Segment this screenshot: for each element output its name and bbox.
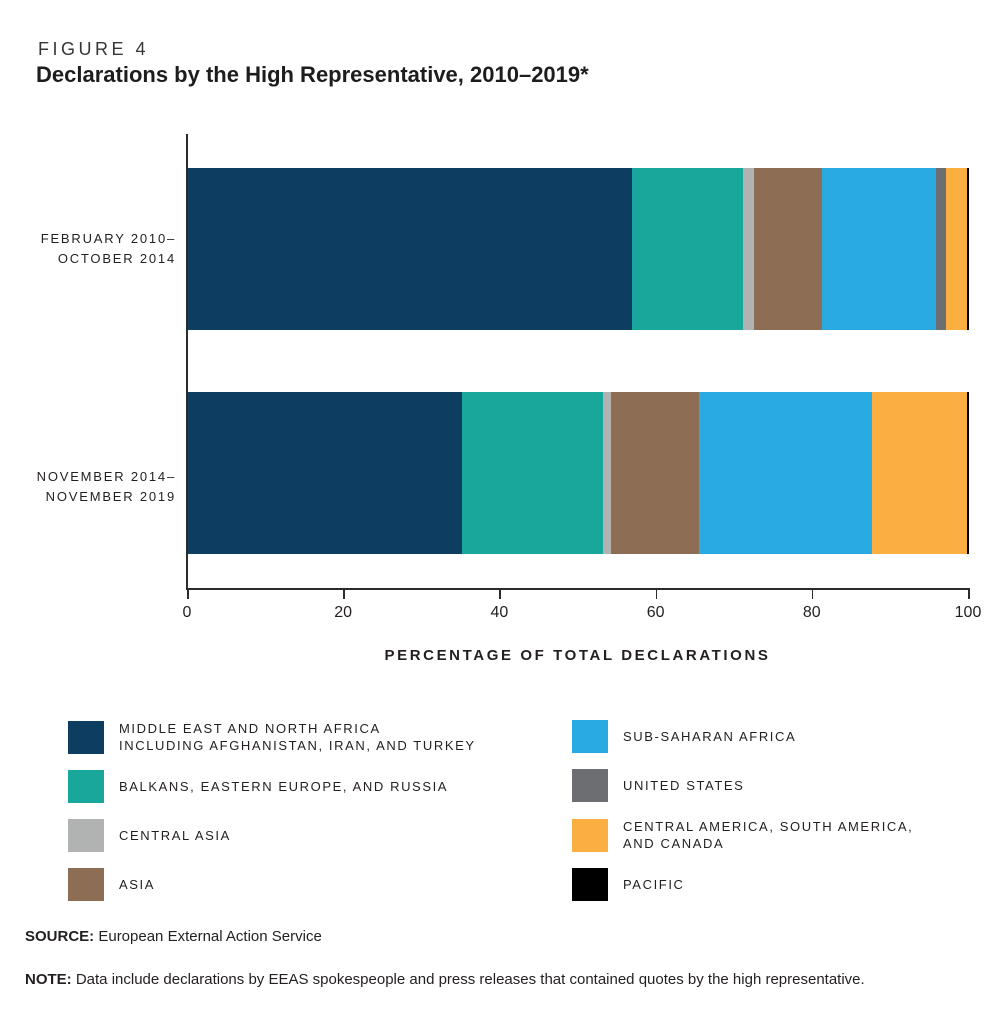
legend-item: CENTRAL ASIA [68,819,476,852]
legend-label: CENTRAL AMERICA, SOUTH AMERICA, AND CANAD… [623,819,914,851]
note-line: NOTE: Data include declarations by EEAS … [25,971,865,988]
figure-label: FIGURE 4 [38,39,150,59]
chart-plot-area: FEBRUARY 2010– OCTOBER 2014 NOVEMBER 2014–… [36,134,982,664]
legend-item: CENTRAL AMERICA, SOUTH AMERICA, AND CANAD… [572,818,913,852]
legend-item: PACIFIC [572,868,913,901]
bar-row [188,168,969,330]
axis-tick [968,588,970,599]
x-axis-line [186,588,970,590]
bar-segment [462,392,604,554]
source-label: SOURCE: [25,928,95,945]
legend-item: BALKANS, EASTERN EUROPE, AND RUSSIA [68,770,476,803]
legend-swatch [572,769,608,802]
legend-column-right: SUB-SAHARAN AFRICA UNITED STATES CENTRAL A… [572,720,913,901]
x-axis-title: PERCENTAGE OF TOTAL DECLARATIONS [384,647,771,664]
legend-label: BALKANS, EASTERN EUROPE, AND RUSSIA [119,779,449,794]
bar-segment [945,168,967,330]
legend-swatch [572,868,608,901]
bar-segment [754,168,823,330]
axis-tick [811,588,814,599]
legend-label: ASIA [119,877,156,892]
legend-label: UNITED STATES [623,778,745,793]
legend-label: MIDDLE EAST AND NORTH AFRICA INCLUDING AF… [119,721,476,753]
tick-label: 80 [802,604,821,621]
axis-tick [499,588,501,599]
bar-segment [822,168,937,330]
legend-swatch [68,868,104,901]
legend-column-left: MIDDLE EAST AND NORTH AFRICA INCLUDING AF… [68,720,476,901]
category-label: FEBRUARY 2010– OCTOBER 2014 [40,231,176,266]
note-text: Data include declarations by EEAS spokes… [75,971,865,988]
legend-label: PACIFIC [623,877,685,892]
bar-segment [967,392,969,554]
tick-label: 100 [954,604,982,621]
bar-segment [966,168,969,330]
legend-swatch [572,818,608,852]
source-line: SOURCE: European External Action Service [25,928,322,945]
bar-segment [743,168,755,330]
y-axis-line [186,134,188,590]
bar-segment [936,168,946,330]
tick-label: 20 [334,604,353,621]
bar-segment [188,392,463,554]
axis-tick [343,588,345,599]
axis-tick [655,588,658,599]
legend-swatch [68,770,104,803]
bar-segment [603,392,611,554]
legend-item: ASIA [68,868,476,901]
bar-segment [610,392,699,554]
bar-segment [631,168,744,330]
legend-swatch [68,720,104,754]
bar-segment [698,392,873,554]
legend-label: CENTRAL ASIA [119,828,231,843]
legend-item: UNITED STATES [572,769,913,802]
bar-segment [188,168,632,330]
legend-label: SUB-SAHARAN AFRICA [623,729,797,744]
source-text: European External Action Service [98,928,322,945]
tick-label: 0 [182,604,192,621]
legend-item: MIDDLE EAST AND NORTH AFRICA INCLUDING AF… [68,720,476,754]
axis-tick [187,588,189,599]
legend-item: SUB-SAHARAN AFRICA [572,720,913,753]
legend-swatch [572,720,608,753]
figure-title: Declarations by the High Representative,… [36,62,589,87]
note-label: NOTE: [25,971,72,988]
category-label: NOVEMBER 2014– NOVEMBER 2019 [36,469,176,504]
bar-row [188,392,969,554]
legend-swatch [68,819,104,852]
tick-label: 40 [490,604,509,621]
tick-label: 60 [646,604,665,621]
bar-segment [872,392,968,554]
